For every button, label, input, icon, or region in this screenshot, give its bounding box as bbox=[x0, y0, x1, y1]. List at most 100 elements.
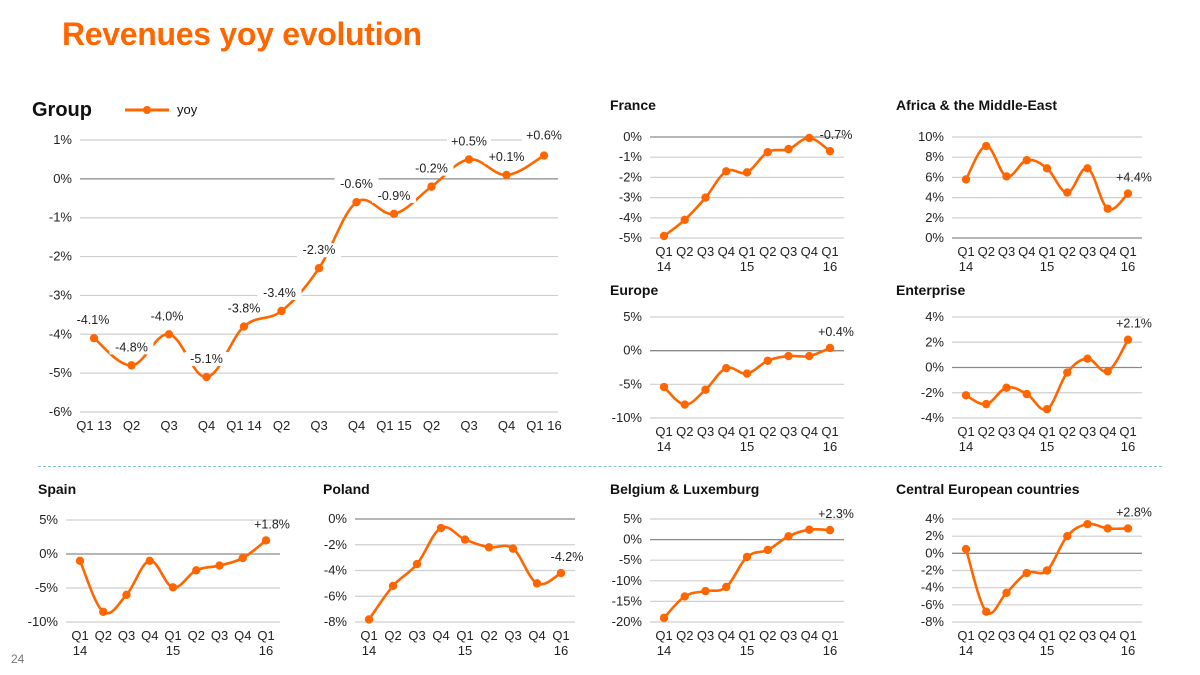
cee-chart-title: Central European countries bbox=[896, 481, 1080, 497]
data-point bbox=[742, 552, 752, 562]
x-tick-label: Q3 bbox=[780, 244, 797, 259]
x-tick-label: Q2 bbox=[759, 424, 776, 439]
x-tick-label: Q3 bbox=[504, 628, 521, 643]
x-tick-label: 15 bbox=[166, 643, 180, 658]
x-tick-label: Q2 bbox=[978, 424, 995, 439]
data-label: -0.6% bbox=[340, 177, 373, 191]
enterprise-chart: 4% 2% 0% -2% -4% Q1 14 Q2 Q3 Q4 Q1 15 Q2 Q3 Q4 Q1 16 +2.1… bbox=[884, 309, 1174, 460]
data-point bbox=[192, 566, 201, 575]
y-tick-label: 0% bbox=[623, 129, 642, 144]
x-tick-label: 16 bbox=[823, 439, 837, 454]
x-tick-label: Q4 bbox=[801, 628, 818, 643]
data-point bbox=[784, 351, 793, 361]
x-tick-label: Q4 bbox=[1018, 244, 1035, 259]
y-tick-label: -2% bbox=[921, 385, 945, 400]
page-title: Revenues yoy evolution bbox=[62, 16, 422, 52]
x-tick-label: Q1 bbox=[552, 628, 569, 643]
x-tick-label: Q1 bbox=[738, 424, 755, 439]
y-tick-label: -10% bbox=[28, 614, 59, 629]
x-tick-label: Q2 bbox=[423, 418, 440, 433]
data-point bbox=[460, 535, 470, 544]
x-tick-label: Q3 bbox=[310, 418, 327, 433]
data-point bbox=[75, 556, 85, 565]
x-tick-label: Q1 bbox=[1119, 628, 1136, 643]
x-tick-label: Q4 bbox=[498, 418, 515, 433]
data-label: +2.8% bbox=[1116, 505, 1152, 519]
y-tick-label: -2% bbox=[619, 169, 643, 184]
x-tick-label: 15 bbox=[740, 643, 754, 658]
data-label: -0.2% bbox=[415, 162, 448, 176]
belux-chart: 5% 0% -5% -10% -15% -20% Q1 14 Q2 Q3 Q4 Q1 15 Q2 Q3 Q4 Q… bbox=[598, 507, 878, 662]
y-tick-label: -4% bbox=[324, 563, 348, 578]
x-tick-label: Q1 bbox=[957, 628, 974, 643]
data-label: +2.3% bbox=[818, 507, 854, 521]
y-tick-label: 0% bbox=[925, 360, 944, 375]
x-tick-label: Q4 bbox=[1018, 424, 1035, 439]
data-point bbox=[239, 322, 249, 331]
x-tick-label: 14 bbox=[73, 643, 87, 658]
data-point bbox=[763, 545, 772, 555]
x-tick-label: Q1 bbox=[257, 628, 274, 643]
data-label-bg bbox=[145, 309, 189, 324]
data-label-bg bbox=[447, 134, 491, 149]
data-label: +0.4% bbox=[818, 325, 854, 339]
data-label-bg bbox=[522, 128, 566, 143]
data-point bbox=[215, 561, 224, 570]
data-point bbox=[277, 306, 286, 316]
x-tick-label: Q2 bbox=[480, 628, 497, 643]
x-tick-label: Q2 bbox=[676, 424, 693, 439]
x-tick-label: 14 bbox=[959, 439, 973, 454]
y-tick-label: -4% bbox=[921, 580, 945, 595]
data-point bbox=[388, 581, 398, 591]
data-point bbox=[314, 264, 324, 273]
x-tick-label: Q3 bbox=[998, 628, 1015, 643]
y-tick-label: -4% bbox=[49, 326, 73, 341]
x-tick-label: Q1 14 bbox=[226, 418, 261, 433]
europe-chart-title: Europe bbox=[610, 282, 659, 298]
y-tick-label: -2% bbox=[49, 249, 73, 264]
data-point bbox=[164, 330, 174, 339]
data-point bbox=[1083, 164, 1092, 173]
y-tick-label: -5% bbox=[619, 230, 643, 245]
y-tick-label: -5% bbox=[49, 365, 73, 380]
data-label: -5.1% bbox=[190, 352, 223, 366]
data-point bbox=[982, 141, 991, 151]
data-point bbox=[680, 215, 689, 225]
x-tick-label: Q3 bbox=[408, 628, 425, 643]
data-point bbox=[680, 400, 689, 409]
y-tick-label: 10% bbox=[918, 129, 944, 144]
x-tick-label: Q3 bbox=[697, 628, 714, 643]
data-point bbox=[701, 586, 710, 596]
y-tick-label: 2% bbox=[925, 334, 944, 349]
x-tick-label: 14 bbox=[657, 259, 671, 274]
cee-chart: 4% 2% 0% -2% -4% -6% -8% Q1 14 Q2 Q3 Q4 Q1 15 Q2 Q3 Q4 Q1… bbox=[884, 505, 1174, 662]
x-tick-label: Q1 bbox=[456, 628, 473, 643]
x-tick-label: Q3 bbox=[780, 628, 797, 643]
x-tick-label: 16 bbox=[259, 643, 273, 658]
x-tick-label: Q1 bbox=[957, 244, 974, 259]
x-tick-label: Q1 bbox=[360, 628, 377, 643]
x-tick-label: Q2 bbox=[123, 418, 140, 433]
x-tick-label: Q1 bbox=[957, 424, 974, 439]
x-tick-label: Q3 bbox=[697, 244, 714, 259]
x-tick-label: Q2 bbox=[759, 244, 776, 259]
x-tick-label: Q1 bbox=[1038, 424, 1055, 439]
enterprise-chart-title: Enterprise bbox=[896, 282, 966, 298]
amea-chart-title: Africa & the Middle-East bbox=[896, 97, 1058, 113]
amea-chart: 10% 8% 6% 4% 2% 0% Q1 14 Q2 Q3 Q4 Q1 15 Q2 Q3 Q4 Q1 16 +4.… bbox=[884, 128, 1174, 278]
x-tick-label: 15 bbox=[1040, 439, 1054, 454]
x-tick-label: 15 bbox=[1040, 643, 1054, 658]
data-point bbox=[784, 532, 793, 541]
x-tick-label: Q2 bbox=[676, 628, 693, 643]
data-point bbox=[502, 170, 511, 180]
data-label-bg bbox=[484, 149, 529, 164]
data-point bbox=[89, 333, 99, 343]
x-tick-label: Q2 bbox=[978, 244, 995, 259]
data-label: -3.4% bbox=[263, 286, 296, 300]
x-tick-label: Q4 bbox=[1018, 628, 1035, 643]
chart-legend: yoy bbox=[125, 102, 197, 117]
x-tick-label: 16 bbox=[554, 643, 568, 658]
data-point bbox=[805, 525, 814, 534]
